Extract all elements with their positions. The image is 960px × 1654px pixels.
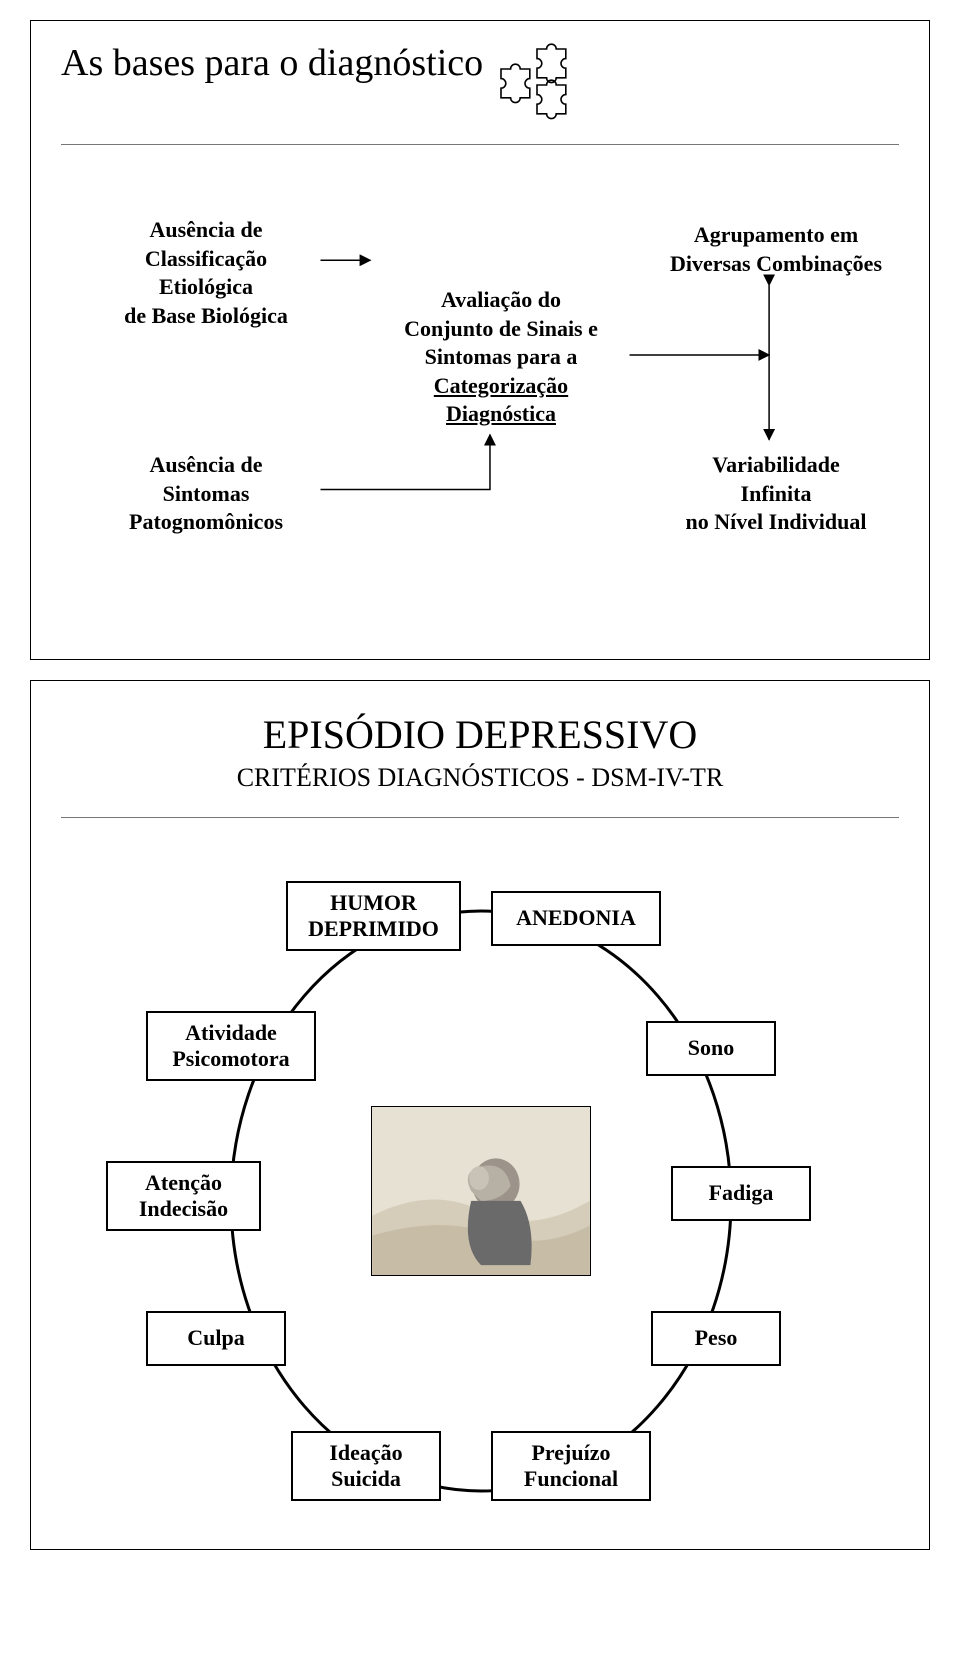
line-underlined: Categorização: [371, 372, 631, 401]
slide-diagnostico-bases: As bases para o diagnóstico Ausência de …: [30, 20, 930, 660]
node-humor: HUMOR DEPRIMIDO: [286, 881, 461, 951]
slide2-subtitle: CRITÉRIOS DIAGNÓSTICOS - DSM-IV-TR: [31, 763, 929, 793]
node-sono: Sono: [646, 1021, 776, 1076]
block-variabilidade: Variabilidade Infinita no Nível Individu…: [661, 451, 891, 537]
node-culpa: Culpa: [146, 1311, 286, 1366]
line-underlined: Diagnóstica: [371, 400, 631, 429]
puzzle-icon: [493, 41, 573, 121]
slide1-title: As bases para o diagnóstico: [61, 41, 483, 85]
text: Ausência de Sintomas Patognomônicos: [129, 452, 283, 534]
node-fadiga: Fadiga: [671, 1166, 811, 1221]
slide2-title: EPISÓDIO DEPRESSIVO: [31, 711, 929, 758]
node-prejuizo: Prejuízo Funcional: [491, 1431, 651, 1501]
node-peso: Peso: [651, 1311, 781, 1366]
block-agrupamento: Agrupamento em Diversas Combinações: [661, 221, 891, 278]
slide1-title-row: As bases para o diagnóstico: [61, 41, 573, 121]
node-atividade: Atividade Psicomotora: [146, 1011, 316, 1081]
line: Conjunto de Sinais e: [371, 315, 631, 344]
center-image-despair: [371, 1106, 591, 1276]
block-ausencia-sintomas: Ausência de Sintomas Patognomônicos: [91, 451, 321, 537]
text: Ausência de Classificação Etiológica de …: [124, 217, 288, 328]
slide2-divider: [61, 817, 899, 818]
node-ideacao: Ideação Suicida: [291, 1431, 441, 1501]
block-ausencia-classificacao: Ausência de Classificação Etiológica de …: [91, 216, 321, 330]
text: Variabilidade Infinita no Nível Individu…: [686, 452, 867, 534]
node-anedonia: ANEDONIA: [491, 891, 661, 946]
text: Agrupamento em Diversas Combinações: [670, 222, 882, 276]
node-atencao: Atenção Indecisão: [106, 1161, 261, 1231]
block-avaliacao-conjunto: Avaliação do Conjunto de Sinais e Sintom…: [371, 286, 631, 429]
slide1-divider: [61, 144, 899, 145]
line: Sintomas para a: [371, 343, 631, 372]
line: Avaliação do: [371, 286, 631, 315]
slide-episodio-depressivo: EPISÓDIO DEPRESSIVO CRITÉRIOS DIAGNÓSTIC…: [30, 680, 930, 1550]
